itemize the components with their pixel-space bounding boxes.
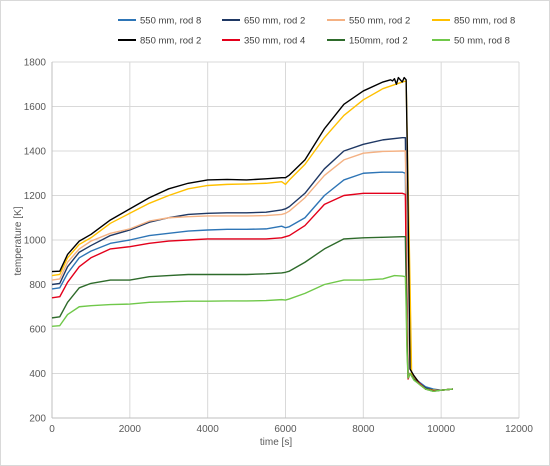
legend-item: 350 mm, rod 4 — [222, 36, 305, 47]
x-tick-label: 12000 — [505, 424, 533, 435]
y-tick-label: 600 — [29, 325, 46, 336]
y-axis-title: temperature [K] — [13, 206, 24, 275]
legend: 550 mm, rod 8 650 mm, rod 2 550 mm, rod 2 8… — [118, 16, 515, 47]
legend-label: 850 mm, rod 8 — [454, 16, 515, 27]
y-tick-label: 400 — [29, 369, 46, 380]
legend-label: 50 mm, rod 8 — [454, 36, 510, 47]
y-tick-label: 800 — [29, 280, 46, 291]
y-tick-label: 1800 — [24, 58, 47, 69]
legend-item: 550 mm, rod 8 — [118, 16, 201, 27]
x-tick-label: 2000 — [119, 424, 142, 435]
axes — [51, 62, 519, 419]
legend-label: 850 mm, rod 2 — [140, 36, 201, 47]
legend-item: 850 mm, rod 8 — [432, 16, 515, 27]
x-axis-title: time [s] — [260, 437, 292, 448]
legend-label: 550 mm, rod 8 — [140, 16, 201, 27]
legend-item: 150mm, rod 2 — [327, 36, 408, 47]
x-tick-label: 0 — [49, 424, 55, 435]
series-line-8 — [51, 274, 453, 392]
x-tick-labels: 0 2000 4000 6000 8000 10000 12000 — [49, 424, 533, 435]
legend-item: 550 mm, rod 2 — [327, 16, 410, 27]
gridlines — [52, 61, 520, 418]
legend-label: 550 mm, rod 2 — [349, 16, 410, 27]
y-tick-label: 1200 — [24, 191, 47, 202]
x-tick-label: 4000 — [197, 424, 220, 435]
y-tick-label: 1600 — [24, 102, 47, 113]
x-tick-label: 6000 — [274, 424, 297, 435]
series-lines — [51, 76, 453, 392]
y-tick-labels: 200 400 600 800 1000 1200 1400 1600 1800 — [24, 58, 47, 425]
legend-label: 650 mm, rod 2 — [244, 16, 305, 27]
legend-label: 150mm, rod 2 — [349, 36, 408, 47]
y-tick-label: 200 — [29, 414, 46, 425]
legend-label: 350 mm, rod 4 — [244, 36, 305, 47]
series-line-5 — [51, 76, 453, 392]
legend-item: 50 mm, rod 8 — [432, 36, 510, 47]
y-tick-label: 1400 — [24, 147, 47, 158]
x-tick-label: 8000 — [352, 424, 375, 435]
x-tick-label: 10000 — [427, 424, 455, 435]
legend-item: 850 mm, rod 2 — [118, 36, 201, 47]
legend-item: 650 mm, rod 2 — [222, 16, 305, 27]
y-tick-label: 1000 — [24, 236, 47, 247]
